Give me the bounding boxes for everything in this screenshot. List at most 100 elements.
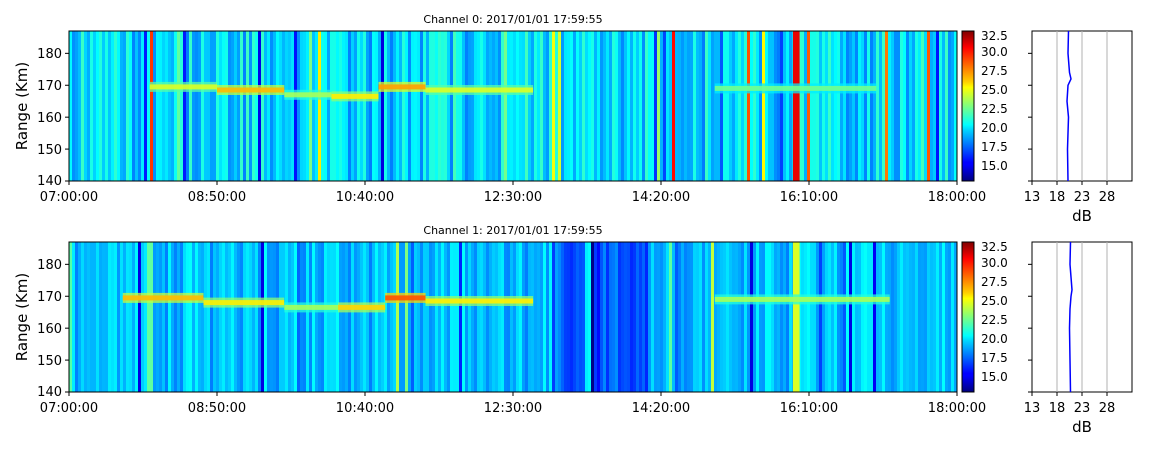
heatmap-column [783, 31, 787, 181]
heatmap-column [522, 31, 526, 181]
heatmap-column [306, 242, 310, 392]
heatmap-column [927, 31, 931, 181]
channel-1-colorbar-tick-label: 22.5 [981, 313, 1008, 327]
heatmap-column [639, 242, 643, 392]
heatmap-column [591, 31, 595, 181]
heatmap-column [438, 242, 442, 392]
heatmap-column [477, 31, 481, 181]
heatmap-column [933, 31, 937, 181]
heatmap-column [123, 242, 127, 392]
heatmap-column [186, 242, 190, 392]
heatmap-column [810, 31, 814, 181]
heatmap-column [582, 242, 586, 392]
heatmap-column [714, 242, 718, 392]
heatmap-column [81, 31, 85, 181]
heatmap-column [783, 242, 787, 392]
heatmap-column [801, 242, 805, 392]
heatmap-column [843, 242, 847, 392]
heatmap-column [948, 31, 952, 181]
heatmap-column [651, 242, 655, 392]
heatmap-column [273, 242, 277, 392]
echo-layer-segment [425, 298, 534, 304]
heatmap-column [294, 242, 298, 392]
heatmap-column [915, 31, 919, 181]
heatmap-column [177, 242, 181, 392]
heatmap-column [246, 242, 250, 392]
heatmap-column [945, 242, 949, 392]
heatmap-column [804, 31, 808, 181]
heatmap-column [156, 242, 160, 392]
heatmap-column [336, 242, 340, 392]
heatmap-column [726, 31, 730, 181]
heatmap-column [381, 242, 385, 392]
echo-layer-segment [284, 92, 332, 98]
heatmap-column [453, 242, 457, 392]
heatmap-column [573, 31, 577, 181]
heatmap-column [939, 242, 943, 392]
heatmap-column [756, 242, 760, 392]
heatmap-column [684, 242, 688, 392]
heatmap-column [297, 31, 301, 181]
heatmap-column [789, 242, 793, 392]
heatmap-column [810, 242, 814, 392]
channel-0-profile-xtick-label: 18 [1049, 190, 1066, 205]
heatmap-column [360, 31, 364, 181]
heatmap-column [129, 31, 133, 181]
heatmap-column [669, 31, 673, 181]
heatmap-column [633, 242, 637, 392]
heatmap-column [678, 242, 682, 392]
heatmap-column [108, 31, 112, 181]
heatmap-column [216, 31, 220, 181]
heatmap-column [357, 242, 361, 392]
heatmap-column [384, 31, 388, 181]
heatmap-column [501, 242, 505, 392]
heatmap-column [543, 31, 547, 181]
heatmap-column [117, 31, 121, 181]
channel-0-xtick-label: 08:50:00 [188, 190, 246, 205]
heatmap-column [255, 242, 259, 392]
heatmap-column [912, 242, 916, 392]
heatmap-column [141, 31, 145, 181]
heatmap-column [234, 242, 238, 392]
heatmap-column [813, 242, 817, 392]
heatmap-column [303, 242, 307, 392]
heatmap-column [132, 242, 136, 392]
heatmap-column [72, 242, 76, 392]
heatmap-column [642, 31, 646, 181]
heatmap-column [924, 242, 928, 392]
heatmap-column [882, 242, 886, 392]
heatmap-column [567, 242, 571, 392]
heatmap-column [99, 242, 103, 392]
heatmap-column [396, 31, 400, 181]
heatmap-column [726, 242, 730, 392]
heatmap-column [681, 31, 685, 181]
heatmap-column [390, 242, 394, 392]
heatmap-column [720, 242, 724, 392]
heatmap-column [870, 242, 874, 392]
heatmap-column [417, 31, 421, 181]
heatmap-column [198, 242, 202, 392]
heatmap-column [951, 242, 955, 392]
heatmap-column [834, 31, 838, 181]
heatmap-column [147, 31, 151, 181]
heatmap-column [603, 242, 607, 392]
heatmap-column [558, 242, 562, 392]
heatmap-column [333, 242, 337, 392]
heatmap-column [495, 31, 499, 181]
heatmap-column [786, 31, 790, 181]
heatmap-column [573, 242, 577, 392]
channel-0-colorbar-tick-label: 15.0 [981, 159, 1008, 173]
heatmap-column [558, 31, 562, 181]
heatmap-column [189, 242, 193, 392]
heatmap-column [687, 242, 691, 392]
heatmap-column [453, 31, 457, 181]
heatmap-column [513, 242, 517, 392]
heatmap-column [801, 31, 805, 181]
channel-0-profile-x-axis: 13 18 23 28 [1024, 190, 1116, 205]
heatmap-column [216, 242, 220, 392]
heatmap-column [180, 31, 184, 181]
heatmap-column [228, 31, 232, 181]
heatmap-column [915, 242, 919, 392]
heatmap-column [486, 242, 490, 392]
